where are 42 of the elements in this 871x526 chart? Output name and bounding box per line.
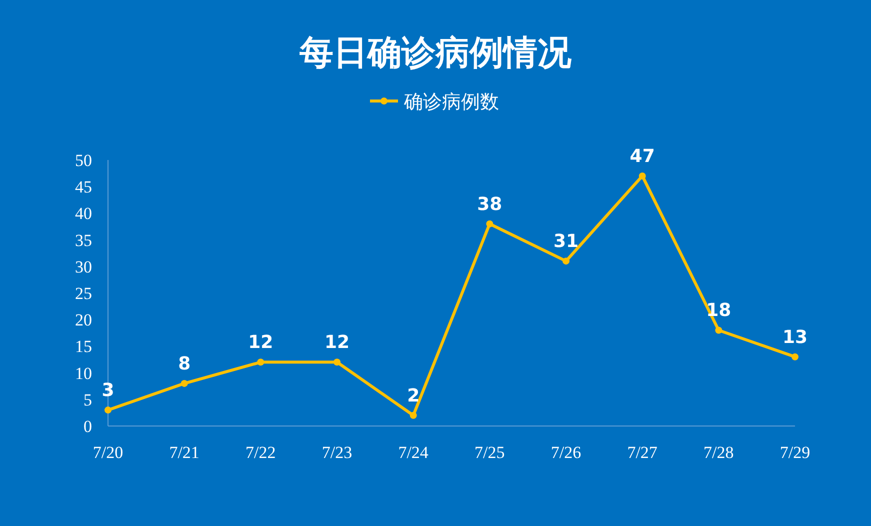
point [257, 358, 264, 366]
x-tick-label: 7/29 [780, 443, 810, 462]
x-tick-label: 7/20 [92, 443, 124, 462]
x-tick-label: 7/26 [550, 443, 582, 462]
x-tick-label: 7/28 [704, 443, 734, 462]
data-label: 38 [477, 194, 502, 215]
x-tick-label: 7/25 [474, 443, 505, 462]
point [715, 326, 722, 334]
point [410, 412, 417, 419]
data-label: 8 [178, 353, 191, 374]
y-tick-label: 35 [75, 230, 92, 250]
point [334, 358, 340, 366]
data-label: 31 [553, 231, 579, 252]
data-label: 2 [407, 385, 420, 406]
chart-title: 每日确诊病例情况 [298, 33, 572, 73]
point [180, 380, 188, 387]
data-label: 47 [630, 146, 655, 167]
x-tick-label: 7/23 [322, 443, 352, 462]
x-tick-label: 7/22 [246, 443, 276, 462]
legend-label: 确诊病例数 [403, 91, 499, 113]
y-tick-label: 40 [75, 204, 92, 224]
y-tick-label: 30 [75, 257, 92, 276]
data-label: 3 [102, 380, 114, 402]
point [562, 258, 570, 265]
point [486, 220, 494, 228]
y-tick-label: 0 [84, 417, 92, 436]
x-tick-label: 7/21 [169, 443, 200, 462]
y-tick-label: 25 [75, 284, 92, 303]
x-tick-label: 7/24 [398, 443, 429, 462]
y-tick-label: 5 [84, 390, 92, 410]
point [792, 353, 798, 360]
y-tick-label: 15 [75, 337, 92, 356]
y-tick-label: 20 [75, 310, 92, 330]
point [638, 172, 646, 180]
y-tick-label: 50 [75, 151, 92, 170]
data-label: 12 [248, 332, 274, 354]
point [104, 406, 112, 414]
data-label: 12 [324, 332, 350, 354]
data-label: 13 [782, 326, 808, 348]
y-tick-label: 45 [75, 178, 92, 197]
y-tick-label: 10 [75, 364, 92, 383]
x-tick-label: 7/27 [627, 443, 658, 462]
